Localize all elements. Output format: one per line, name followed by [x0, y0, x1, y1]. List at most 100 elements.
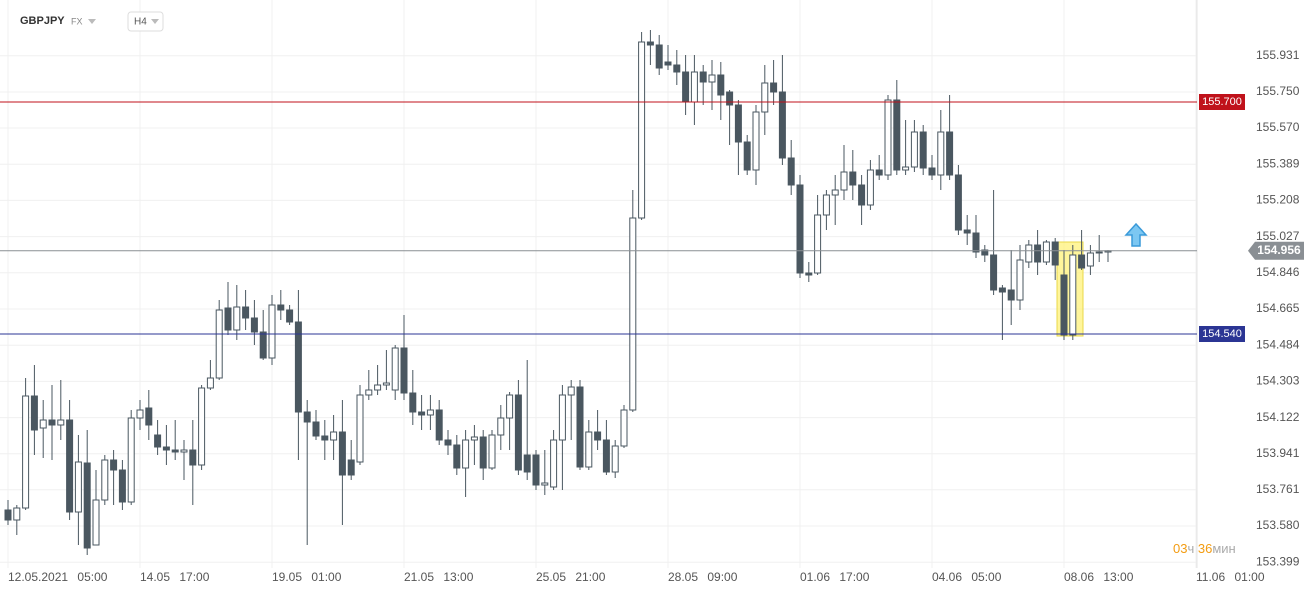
candle-body	[118, 469, 126, 503]
candle-body	[136, 409, 144, 419]
candle-body	[726, 91, 734, 106]
candle-body	[638, 41, 646, 219]
x-tick-label: 19.05 01:00	[272, 570, 342, 584]
candle-body	[866, 169, 874, 206]
x-tick-label: 04.06 05:00	[932, 570, 1002, 584]
candle-body	[497, 417, 505, 436]
candle-body	[655, 44, 663, 69]
candle-body	[840, 171, 848, 191]
y-tick-label: 155.931	[1256, 48, 1300, 62]
timeframe[interactable]: H4	[134, 17, 147, 28]
candle-body	[514, 394, 522, 471]
candle-body	[884, 99, 892, 176]
candle-body	[541, 482, 549, 486]
candle-body	[831, 189, 839, 196]
candle-body	[954, 174, 962, 231]
level-tag	[1199, 94, 1245, 110]
candle-body	[558, 394, 566, 441]
timer-minutes-unit: мин	[1212, 541, 1235, 556]
candle-body	[330, 431, 338, 441]
dropdown-icon[interactable]	[151, 19, 159, 24]
x-tick-label: 25.05 21:00	[536, 570, 606, 584]
candle-body	[57, 419, 65, 426]
candle-body	[673, 64, 681, 73]
candle-body	[664, 61, 672, 66]
candle-body	[717, 74, 725, 96]
candle-body	[215, 309, 223, 379]
candle-body	[488, 434, 496, 469]
market: FX	[71, 16, 83, 26]
candle-body	[611, 445, 619, 473]
y-tick-label: 154.484	[1256, 337, 1300, 351]
candle-body	[646, 41, 654, 46]
candle-body	[374, 384, 382, 391]
candle-body	[1025, 244, 1033, 263]
candle-body	[154, 434, 162, 448]
timeframe-box[interactable]	[127, 11, 164, 32]
candle-body	[743, 141, 751, 171]
level-label: 154.540	[1202, 328, 1242, 340]
candle-body	[910, 131, 918, 168]
candle-body	[690, 71, 698, 103]
candle-body	[919, 131, 927, 169]
timer-hours-unit: ч	[1187, 541, 1194, 556]
candle-body	[206, 377, 214, 389]
candle-body	[233, 306, 241, 331]
y-tick-label: 155.750	[1256, 84, 1300, 98]
candle-body	[682, 71, 690, 103]
candle-body	[127, 417, 135, 503]
up-arrow-icon	[1124, 222, 1148, 247]
y-tick-label: 155.570	[1256, 120, 1300, 134]
current-price-label: 154.956	[1257, 243, 1301, 257]
candle-body	[22, 395, 30, 509]
candle-body	[277, 304, 285, 311]
candle-body	[937, 131, 945, 176]
candle-body	[1007, 289, 1015, 301]
candle-body	[400, 347, 408, 394]
candle-body	[250, 317, 258, 333]
y-tick-label: 153.761	[1256, 482, 1300, 496]
timer: 03ч 36мин	[1173, 541, 1236, 556]
candle-body	[470, 436, 478, 441]
candle-body	[796, 184, 804, 274]
candle-body	[523, 454, 531, 473]
y-tick-label: 155.389	[1256, 156, 1300, 170]
candle-body	[435, 409, 443, 441]
candle-body	[814, 214, 822, 274]
candle-body	[752, 111, 760, 171]
candle-body	[761, 82, 769, 113]
x-tick-label: 21.05 13:00	[404, 570, 474, 584]
y-tick-label: 153.580	[1256, 518, 1300, 532]
candle-body	[268, 304, 276, 359]
candle-body	[294, 321, 302, 413]
candle-body	[338, 431, 346, 476]
candle-body	[506, 394, 514, 419]
candle-body	[1069, 254, 1077, 336]
dropdown-icon[interactable]	[88, 19, 96, 24]
x-tick-label: 28.05 09:00	[668, 570, 738, 584]
y-tick-label: 154.665	[1256, 301, 1300, 315]
candle-body	[382, 382, 390, 386]
candle-body	[734, 104, 742, 143]
candle-body	[92, 499, 100, 546]
y-tick-label: 155.027	[1256, 229, 1300, 243]
x-tick-label: 12.05.2021 05:00	[8, 570, 108, 584]
x-tick-label: 11.06 01:00	[1196, 570, 1265, 584]
candles	[4, 30, 1112, 555]
candle-body	[567, 386, 575, 396]
candle-body	[1078, 254, 1086, 269]
candle-body	[708, 74, 716, 83]
candle-body	[66, 419, 74, 513]
candle-body	[972, 232, 980, 253]
candle-body	[822, 194, 830, 216]
symbol[interactable]: GBPJPY	[20, 15, 65, 27]
candle-body	[462, 439, 470, 469]
candle-body	[13, 507, 21, 521]
candle-body	[1060, 274, 1068, 336]
y-tick-label: 154.303	[1256, 374, 1300, 388]
candle-body	[162, 446, 170, 451]
y-tick-label: 155.208	[1256, 193, 1300, 207]
candle-body	[479, 436, 487, 469]
